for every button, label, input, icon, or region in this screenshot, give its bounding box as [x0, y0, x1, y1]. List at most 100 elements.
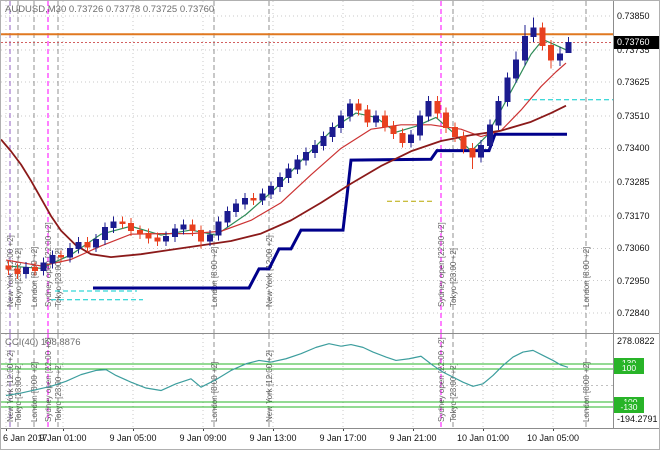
price-axis[interactable]: 0.73850 0.73735 0.73625 0.73510 0.73400 0.732… [614, 1, 659, 333]
price-axis-label: 0.72840 [617, 308, 650, 318]
session-label: London [8:00 +2] [30, 247, 39, 307]
cci-indicator-pane[interactable]: New York [12:00 +2] Tokyo [23:00 +2] Londo… [1, 334, 613, 428]
candle-body [84, 241, 91, 248]
candle-body [390, 125, 397, 135]
candle-body [206, 234, 213, 242]
session-label: Tokyo [23:00 +2] [14, 248, 23, 307]
candle-body [180, 224, 187, 230]
candle-body [425, 100, 432, 117]
session-label: Tokyo [23:00 +2] [54, 248, 63, 307]
candle-body [548, 44, 554, 61]
time-axis-tick [483, 428, 484, 431]
ma-mid-line [5, 62, 567, 267]
session-label: Tokyo [23:00 +2] [449, 363, 458, 422]
session-label: London [8:00 +2] [582, 247, 591, 307]
ma-slow-line [1, 104, 567, 259]
price-axis-label: 0.73060 [617, 243, 650, 254]
candle-body [40, 262, 47, 271]
time-axis[interactable]: 6 Jan 2017 9 Jan 01:00 9 Jan 05:00 9 Jan 09… [1, 428, 659, 449]
candle-body [66, 247, 73, 258]
candle-body [154, 237, 161, 242]
candle-body [556, 53, 563, 61]
pane-separator[interactable] [1, 333, 659, 334]
session-label: Tokyo [23:00 +2] [14, 363, 23, 422]
candle-body [49, 255, 56, 264]
candle-body [93, 238, 99, 248]
candle-body [14, 268, 21, 274]
candle-body [75, 241, 82, 249]
main-chart-pane[interactable]: New York [12:00 +2] Tokyo [23:00 +2] Londo… [1, 1, 613, 333]
time-axis-tick [343, 428, 344, 431]
time-axis-label: 9 Jan 21:00 [389, 433, 437, 443]
ohlc-values: 0.73726 0.73778 0.73725 0.73760 [68, 4, 215, 15]
candle-body [486, 124, 493, 146]
candle-body [5, 265, 12, 270]
session-label: Tokyo [23:00 +2] [54, 363, 63, 422]
candle-body [495, 100, 502, 126]
session-label: London [8:00 +2] [210, 362, 219, 422]
candle-body [364, 109, 371, 123]
candle-body [268, 186, 274, 195]
session-label: London [8:00 +2] [30, 362, 39, 422]
cci-value-line [5, 343, 569, 397]
candle-body [276, 177, 283, 188]
candle-body [460, 136, 467, 149]
session-label: New York [12:00 +2] [265, 235, 274, 307]
candle-body [101, 227, 108, 240]
candle-body [23, 266, 29, 274]
session-label: New York [12:00 +2] [6, 235, 15, 307]
symbol-ohlc-label: AUDUSD,M30 0.73726 0.73778 0.73725 0.737… [5, 4, 214, 15]
candle-body [373, 115, 379, 123]
session-label: London [8:00 +2] [582, 362, 591, 422]
cci-level-badge: 100 [614, 363, 644, 375]
time-axis-label: 9 Jan 09:00 [179, 433, 227, 443]
candle-body [346, 103, 353, 117]
candle-body [416, 115, 423, 136]
price-axis-label: 0.73850 [617, 11, 650, 21]
session-label: Sydney open [22:00 +2] [44, 337, 53, 422]
time-axis-label: 10 Jan 01:00 [456, 433, 510, 443]
candle-body [250, 197, 257, 201]
candle-body [329, 127, 336, 138]
candle-body [338, 115, 344, 129]
price-axis-label: 0.73625 [617, 77, 650, 88]
session-label: London [8:00 +2] [210, 247, 219, 307]
indicator-axis[interactable]: 278.0822 -194.2791 [614, 334, 659, 428]
candle-body [110, 221, 117, 229]
candle-body [189, 224, 196, 232]
candle-body [451, 127, 458, 138]
candle-body [504, 77, 511, 102]
candle-body [303, 152, 309, 161]
cci-label: CCI(40) 108.8876 [5, 337, 81, 348]
candle-body [434, 100, 441, 114]
candle-body [285, 168, 292, 179]
session-label: Sydney open [22:00 +2] [437, 222, 446, 307]
session-label: Tokyo [23:00 +2] [449, 248, 458, 307]
cci-canvas: New York [12:00 +2] Tokyo [23:00 +2] Londo… [1, 334, 613, 428]
current-price-badge: 0.73760 [614, 35, 659, 49]
time-axis-label: 9 Jan 17:00 [319, 433, 367, 443]
session-label: Sydney open [22:00 +2] [437, 337, 446, 422]
candle-body [136, 230, 143, 235]
time-axis-tick [553, 428, 554, 431]
time-axis-label: 9 Jan 13:00 [249, 433, 297, 443]
session-label: New York [12:00 +2] [6, 350, 15, 422]
time-axis-separator [1, 428, 659, 429]
candle-body [311, 144, 318, 154]
candle-body [119, 221, 126, 224]
candle-body [539, 27, 546, 46]
candle-body [513, 59, 519, 79]
candle-body [224, 211, 231, 223]
candle-body [565, 41, 572, 53]
time-axis-tick [133, 428, 134, 431]
candle-body [215, 221, 222, 236]
price-axis-label: 0.73400 [617, 143, 650, 154]
cci-min-label: -194.2791 [617, 414, 658, 424]
candle-body [259, 193, 266, 201]
time-axis-label: 6 Jan 2017 [3, 433, 48, 443]
price-chart-canvas: New York [12:00 +2] Tokyo [23:00 +2] Londo… [1, 1, 613, 333]
cci-level-badge: -130 [614, 401, 644, 413]
candle-body [399, 133, 406, 143]
candle-body [294, 159, 301, 170]
candle-body [530, 27, 537, 38]
